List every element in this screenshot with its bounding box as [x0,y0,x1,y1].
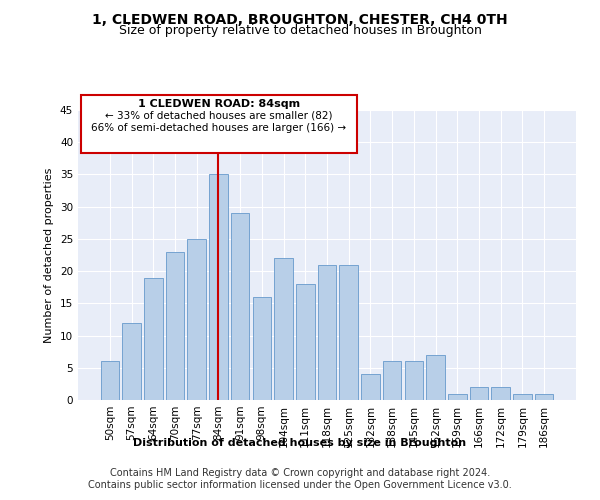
Text: Distribution of detached houses by size in Broughton: Distribution of detached houses by size … [133,438,467,448]
Bar [318,264,336,400]
Bar [296,284,314,400]
Bar [187,239,206,400]
Y-axis label: Number of detached properties: Number of detached properties [44,168,55,342]
Bar [427,355,445,400]
Bar [209,174,227,400]
Bar [253,297,271,400]
Text: 66% of semi-detached houses are larger (166) →: 66% of semi-detached houses are larger (… [91,123,347,133]
Bar [513,394,532,400]
Bar [491,387,510,400]
Bar [274,258,293,400]
Text: Size of property relative to detached houses in Broughton: Size of property relative to detached ho… [119,24,481,37]
Bar [404,362,423,400]
Bar [535,394,553,400]
Bar [122,322,141,400]
Bar [448,394,467,400]
Bar [470,387,488,400]
Bar [101,362,119,400]
Bar [144,278,163,400]
Bar [231,213,250,400]
Text: Contains public sector information licensed under the Open Government Licence v3: Contains public sector information licen… [88,480,512,490]
Text: ← 33% of detached houses are smaller (82): ← 33% of detached houses are smaller (82… [105,111,333,121]
Bar [166,252,184,400]
Bar [383,362,401,400]
Text: Contains HM Land Registry data © Crown copyright and database right 2024.: Contains HM Land Registry data © Crown c… [110,468,490,477]
Text: 1, CLEDWEN ROAD, BROUGHTON, CHESTER, CH4 0TH: 1, CLEDWEN ROAD, BROUGHTON, CHESTER, CH4… [92,12,508,26]
Text: 1 CLEDWEN ROAD: 84sqm: 1 CLEDWEN ROAD: 84sqm [138,99,300,109]
Bar [361,374,380,400]
Bar [340,264,358,400]
